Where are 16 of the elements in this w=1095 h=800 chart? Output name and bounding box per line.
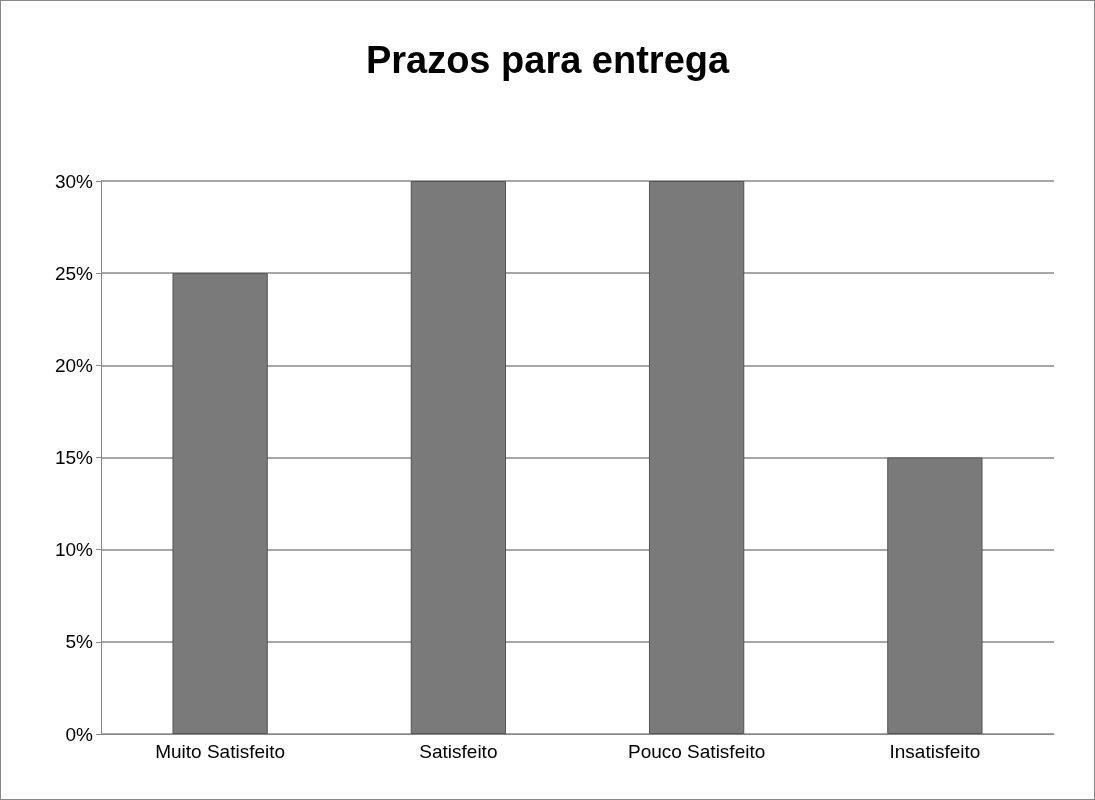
- x-tick-label: Pouco Satisfeito: [627, 741, 766, 762]
- x-tick-label: Muito Satisfeito: [155, 741, 286, 762]
- y-tick-label: 15%: [54, 447, 94, 468]
- bar: [648, 181, 745, 734]
- y-tick-label: 30%: [54, 170, 94, 192]
- y-tick-label: 20%: [54, 354, 94, 376]
- y-tick-label: 25%: [54, 262, 94, 284]
- x-tick-label: Insatisfeito: [889, 741, 981, 762]
- x-tick-label: Satisfeito: [419, 741, 498, 762]
- bar: [172, 273, 268, 734]
- bar: [410, 181, 507, 734]
- bar: [887, 457, 983, 734]
- y-tick-label: 10%: [54, 539, 94, 561]
- chart-title: Prazos para entrega: [365, 39, 730, 81]
- y-tick-label: 0%: [65, 723, 94, 745]
- y-tick-label: 5%: [65, 631, 94, 653]
